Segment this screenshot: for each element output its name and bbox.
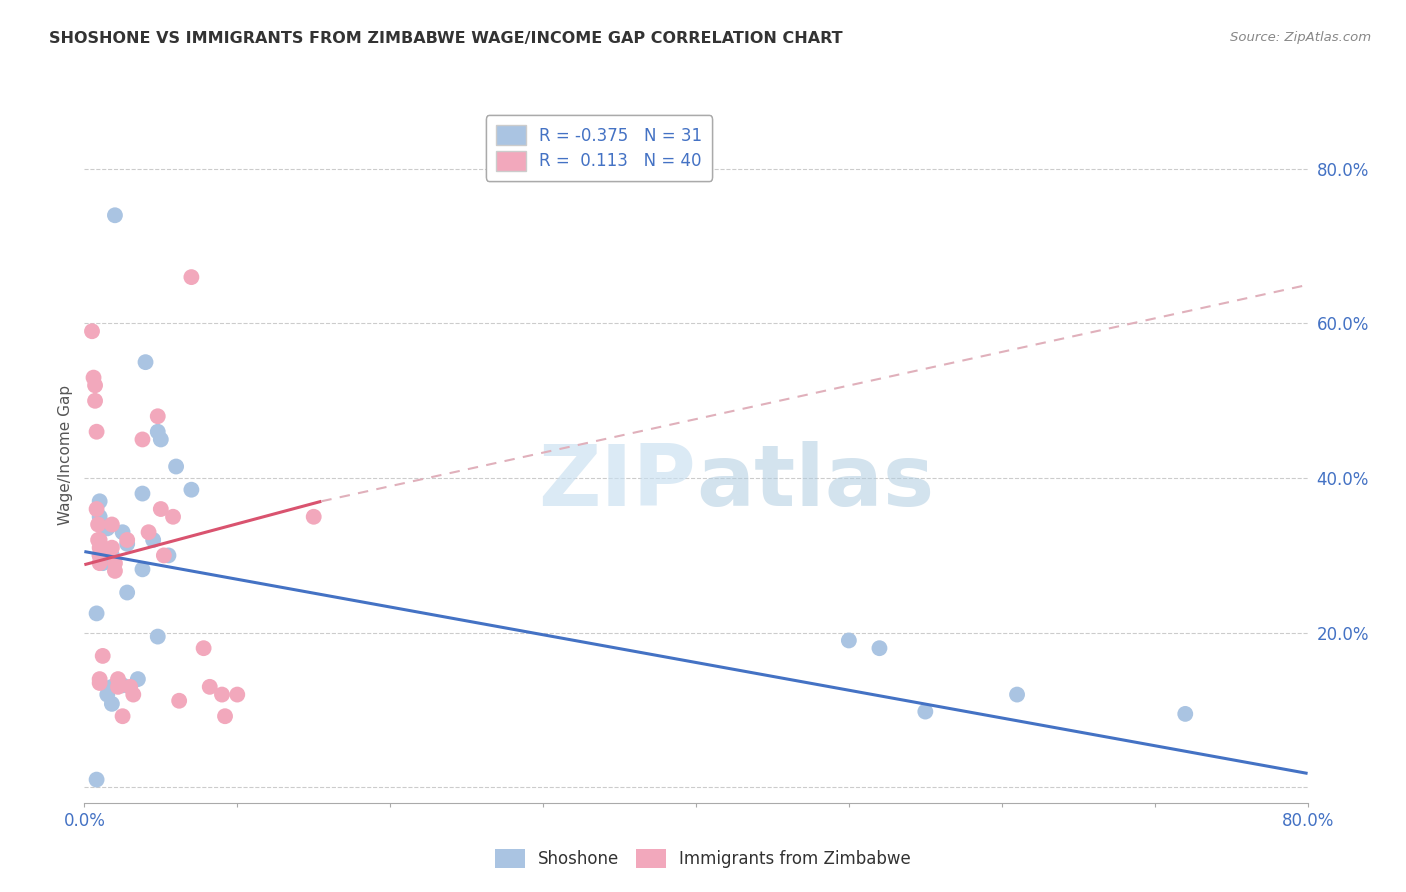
Legend: R = -0.375   N = 31, R =  0.113   N = 40: R = -0.375 N = 31, R = 0.113 N = 40 — [485, 115, 711, 180]
Point — [111, 525, 134, 540]
Point — [89, 533, 111, 547]
Point — [83, 370, 105, 384]
Text: atlas: atlas — [696, 442, 934, 524]
Point — [131, 433, 153, 447]
Point — [104, 564, 127, 578]
Point — [107, 680, 129, 694]
Point — [149, 433, 172, 447]
Point — [89, 549, 111, 563]
Point — [91, 648, 114, 663]
Point — [101, 680, 124, 694]
Point — [86, 502, 108, 516]
Text: Source: ZipAtlas.com: Source: ZipAtlas.com — [1230, 31, 1371, 45]
Point — [149, 502, 172, 516]
Point — [87, 533, 110, 547]
Point — [122, 688, 145, 702]
Point — [142, 533, 165, 547]
Point — [131, 562, 153, 576]
Point — [84, 393, 107, 408]
Point — [146, 425, 169, 439]
Point — [89, 549, 111, 563]
Point — [193, 641, 215, 656]
Point — [84, 378, 107, 392]
Point — [101, 549, 124, 563]
Point — [86, 607, 108, 621]
Point — [146, 630, 169, 644]
Point — [914, 705, 936, 719]
Point — [135, 355, 157, 369]
Point — [180, 270, 202, 285]
Point — [162, 509, 184, 524]
Legend: Shoshone, Immigrants from Zimbabwe: Shoshone, Immigrants from Zimbabwe — [488, 842, 918, 875]
Point — [1174, 706, 1197, 721]
Point — [211, 688, 233, 702]
Point — [869, 641, 891, 656]
Y-axis label: Wage/Income Gap: Wage/Income Gap — [58, 384, 73, 525]
Text: ZIP: ZIP — [538, 442, 696, 524]
Text: SHOSHONE VS IMMIGRANTS FROM ZIMBABWE WAGE/INCOME GAP CORRELATION CHART: SHOSHONE VS IMMIGRANTS FROM ZIMBABWE WAG… — [49, 31, 842, 46]
Point — [111, 709, 134, 723]
Point — [180, 483, 202, 497]
Point — [131, 486, 153, 500]
Point — [101, 517, 124, 532]
Point — [96, 688, 118, 702]
Point — [104, 556, 127, 570]
Point — [91, 556, 114, 570]
Point — [96, 521, 118, 535]
Point — [107, 672, 129, 686]
Point — [80, 324, 103, 338]
Point — [226, 688, 249, 702]
Point — [89, 676, 111, 690]
Point — [104, 208, 127, 222]
Point — [153, 549, 176, 563]
Point — [86, 425, 108, 439]
Point — [138, 525, 160, 540]
Point — [89, 494, 111, 508]
Point — [115, 585, 138, 599]
Point — [86, 772, 108, 787]
Point — [89, 509, 111, 524]
Point — [198, 680, 221, 694]
Point — [165, 459, 187, 474]
Point — [302, 509, 325, 524]
Point — [120, 680, 142, 694]
Point — [111, 678, 134, 692]
Point — [87, 517, 110, 532]
Point — [214, 709, 236, 723]
Point — [115, 537, 138, 551]
Point — [89, 672, 111, 686]
Point — [838, 633, 860, 648]
Point — [127, 672, 149, 686]
Point — [101, 541, 124, 555]
Point — [115, 533, 138, 547]
Point — [1005, 688, 1028, 702]
Point — [146, 409, 169, 424]
Point — [157, 549, 180, 563]
Point — [89, 541, 111, 555]
Point — [89, 556, 111, 570]
Point — [167, 694, 190, 708]
Point — [101, 697, 124, 711]
